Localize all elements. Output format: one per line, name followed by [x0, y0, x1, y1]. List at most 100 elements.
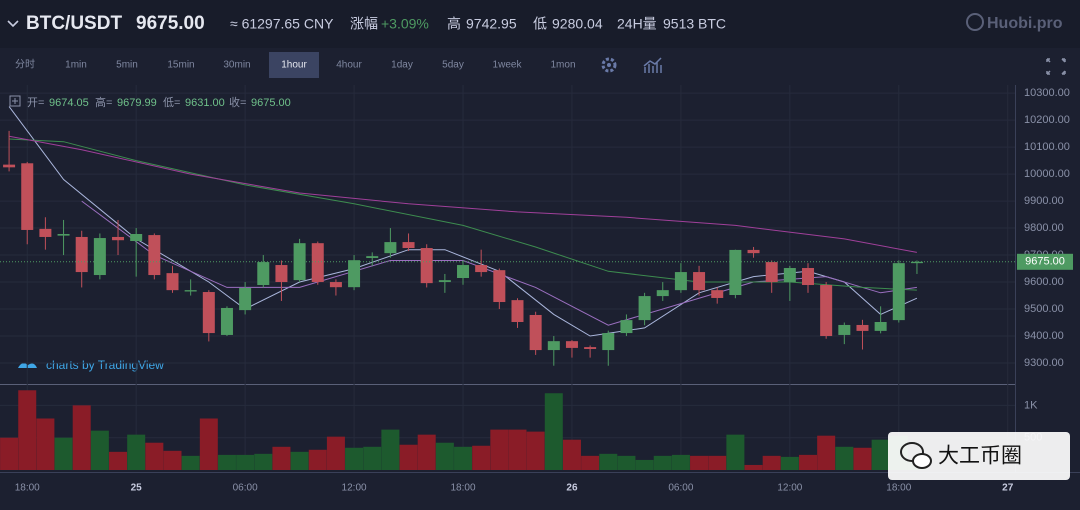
volume-bar [0, 437, 19, 470]
candle-body [220, 307, 233, 335]
y-tick-label: 10300.00 [1024, 87, 1070, 99]
gear [601, 57, 617, 73]
price: 9675.00 [136, 13, 205, 34]
candle-body [184, 290, 197, 292]
watermark-box [888, 432, 1070, 480]
candle-body [529, 314, 542, 351]
interval-button[interactable]: 30min [223, 60, 250, 71]
last-price-label: 9675.00 [1025, 256, 1065, 268]
volume-bar [435, 442, 454, 470]
change: +3.09% [381, 16, 429, 32]
logo-icon [966, 13, 984, 31]
credit[interactable]: charts by TradingView [46, 358, 164, 372]
volume-bar [399, 444, 418, 470]
volume: 9513 BTC [663, 16, 726, 32]
y-tick-label: 9900.00 [1024, 195, 1064, 207]
x-tick-label: 27 [1002, 483, 1014, 494]
volume-bar [181, 455, 200, 470]
low: 9280.04 [552, 16, 603, 32]
candle-body [329, 282, 342, 288]
candle-body [656, 290, 669, 297]
candle-body [874, 321, 887, 331]
volume-bar [90, 430, 109, 470]
volume-bar [345, 447, 364, 470]
volume-bar [308, 449, 327, 470]
plot: 分时 1min 5min 15min 30min 1hour 4hour 1day 5day 1w… [0, 52, 1073, 494]
dropdown-icon[interactable] [7, 20, 19, 28]
candle-body [57, 234, 70, 236]
candle-body [402, 242, 415, 249]
volume-bar [490, 429, 509, 470]
change-label: 涨幅 [350, 16, 378, 32]
gear-center [607, 63, 611, 67]
ohlc-value: 9679.99 [117, 97, 157, 109]
legend-toggle[interactable] [9, 95, 21, 107]
candle-body [366, 256, 379, 259]
moving-average [9, 135, 917, 253]
volume-bar [381, 429, 400, 470]
candle-body [765, 262, 778, 283]
candle-body [166, 273, 179, 291]
volume-bar [72, 405, 91, 470]
moving-average [9, 138, 917, 291]
volume-bar [635, 459, 654, 470]
high: 9742.95 [466, 16, 517, 32]
candle-body [202, 292, 215, 334]
volume-bar [417, 434, 436, 470]
ohlc-label: 低= [163, 96, 180, 109]
interval-button[interactable]: 1week [493, 60, 523, 71]
candle-body [729, 249, 742, 296]
volume-bar [799, 454, 818, 470]
interval-button[interactable]: 4hour [336, 60, 362, 71]
candle-body [747, 249, 760, 254]
y-tick-label: 9800.00 [1024, 222, 1064, 234]
interval-button[interactable]: 1day [391, 60, 413, 71]
y-tick-label: 10100.00 [1024, 141, 1070, 153]
volume-bar [817, 435, 836, 470]
ohlc-label: 收= [229, 95, 246, 109]
volume-tick-label: 1K [1024, 399, 1038, 411]
candle-body [457, 265, 470, 278]
candle-body [565, 341, 578, 348]
volume-bar [508, 429, 527, 470]
x-tick-label: 25 [131, 483, 143, 494]
y-tick-label: 9400.00 [1024, 330, 1064, 342]
volume-bar [254, 453, 273, 470]
x-tick-label: 06:00 [233, 483, 258, 494]
volume-bar [599, 453, 618, 470]
indicator-icon[interactable] [643, 57, 662, 73]
interval-button[interactable]: 分时 [15, 59, 35, 71]
candle-body [838, 324, 851, 335]
volume-bar [835, 446, 854, 470]
volume-bar [217, 454, 236, 470]
settings-icon[interactable] [601, 57, 617, 73]
candle-body [620, 320, 633, 334]
volume-bar [544, 393, 563, 470]
volume-bar [36, 418, 55, 470]
pair[interactable]: BTC/USDT [26, 13, 122, 34]
candle-body [783, 268, 796, 283]
x-tick-label: 26 [566, 483, 578, 494]
interval-button[interactable]: 1hour [281, 60, 307, 71]
volume-bar [617, 455, 636, 470]
volume-bar [762, 455, 781, 470]
y-tick-label: 9300.00 [1024, 357, 1064, 369]
candle-body [148, 235, 161, 276]
legend-toggle-plus [12, 98, 18, 104]
volume-bar [199, 418, 218, 470]
candle-body [820, 285, 833, 337]
fullscreen-icon[interactable] [1046, 58, 1066, 75]
interval-button[interactable]: 5day [442, 60, 464, 71]
logo: Huobi.pro [987, 15, 1063, 32]
interval-button[interactable]: 15min [167, 60, 194, 71]
candle-body [130, 234, 143, 242]
interval-button[interactable]: 1min [65, 60, 87, 71]
candle-body [39, 228, 52, 237]
interval-button[interactable]: 1mon [550, 60, 575, 71]
candle-body [475, 265, 488, 273]
cny-price: ≈ 61297.65 CNY [230, 16, 334, 32]
candle-body [311, 243, 324, 283]
interval-button[interactable]: 5min [116, 60, 138, 71]
